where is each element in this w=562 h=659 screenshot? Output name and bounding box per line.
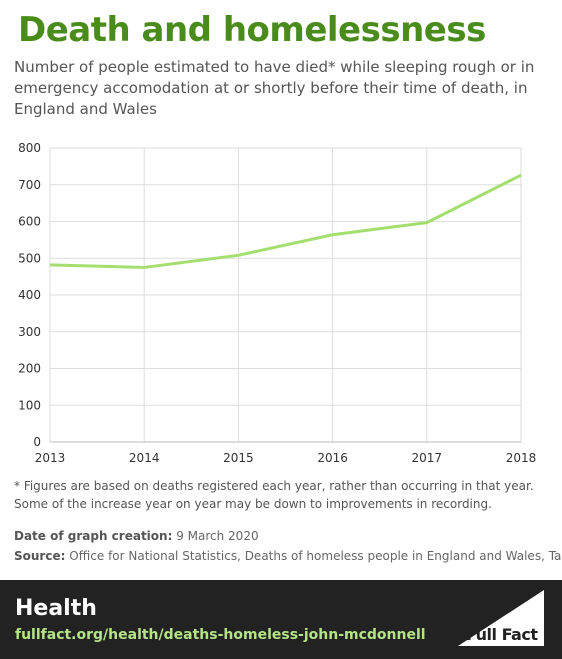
x-tick-label: 2017 <box>412 451 443 465</box>
y-tick-label: 200 <box>18 362 41 376</box>
y-tick-label: 100 <box>18 398 41 412</box>
y-tick-label: 800 <box>18 141 41 155</box>
y-tick-label: 700 <box>18 178 41 192</box>
source-line: Source: Office for National Statistics, … <box>14 549 562 563</box>
page-url[interactable]: fullfact.org/health/deaths-homeless-john… <box>15 627 426 643</box>
logo-shape <box>458 590 544 646</box>
chart-subtitle: Number of people estimated to have died*… <box>14 58 535 118</box>
logo-text[interactable]: Full Fact <box>466 625 538 644</box>
footnote: * Figures are based on deaths registered… <box>14 479 534 511</box>
chart: 0 100 200 300 400 500 600 700 800 2013 2014 2015 201… <box>18 141 537 465</box>
x-tick-label: 2014 <box>129 451 160 465</box>
x-tick-label: 2015 <box>223 451 254 465</box>
y-tick-label: 300 <box>18 325 41 339</box>
source-label: Source: <box>14 549 66 563</box>
y-tick-label: 0 <box>33 435 41 449</box>
date-text: 9 March 2020 <box>176 529 259 543</box>
date-line: Date of graph creation: 9 March 2020 <box>14 529 259 543</box>
x-tick-label: 2018 <box>506 451 537 465</box>
y-tick-label: 500 <box>18 251 41 265</box>
data-line <box>49 173 522 269</box>
section-name: Health <box>15 596 97 621</box>
x-tick-label: 2016 <box>317 451 348 465</box>
footer: Health fullfact.org/health/deaths-homele… <box>0 580 562 659</box>
x-tick-label: 2013 <box>35 451 66 465</box>
date-label: Date of graph creation: <box>14 529 173 543</box>
y-tick-label: 600 <box>18 215 41 229</box>
source-text: Office for National Statistics, Deaths o… <box>69 549 562 563</box>
chart-title: Death and homelessness <box>18 10 486 50</box>
y-tick-label: 400 <box>18 288 41 302</box>
